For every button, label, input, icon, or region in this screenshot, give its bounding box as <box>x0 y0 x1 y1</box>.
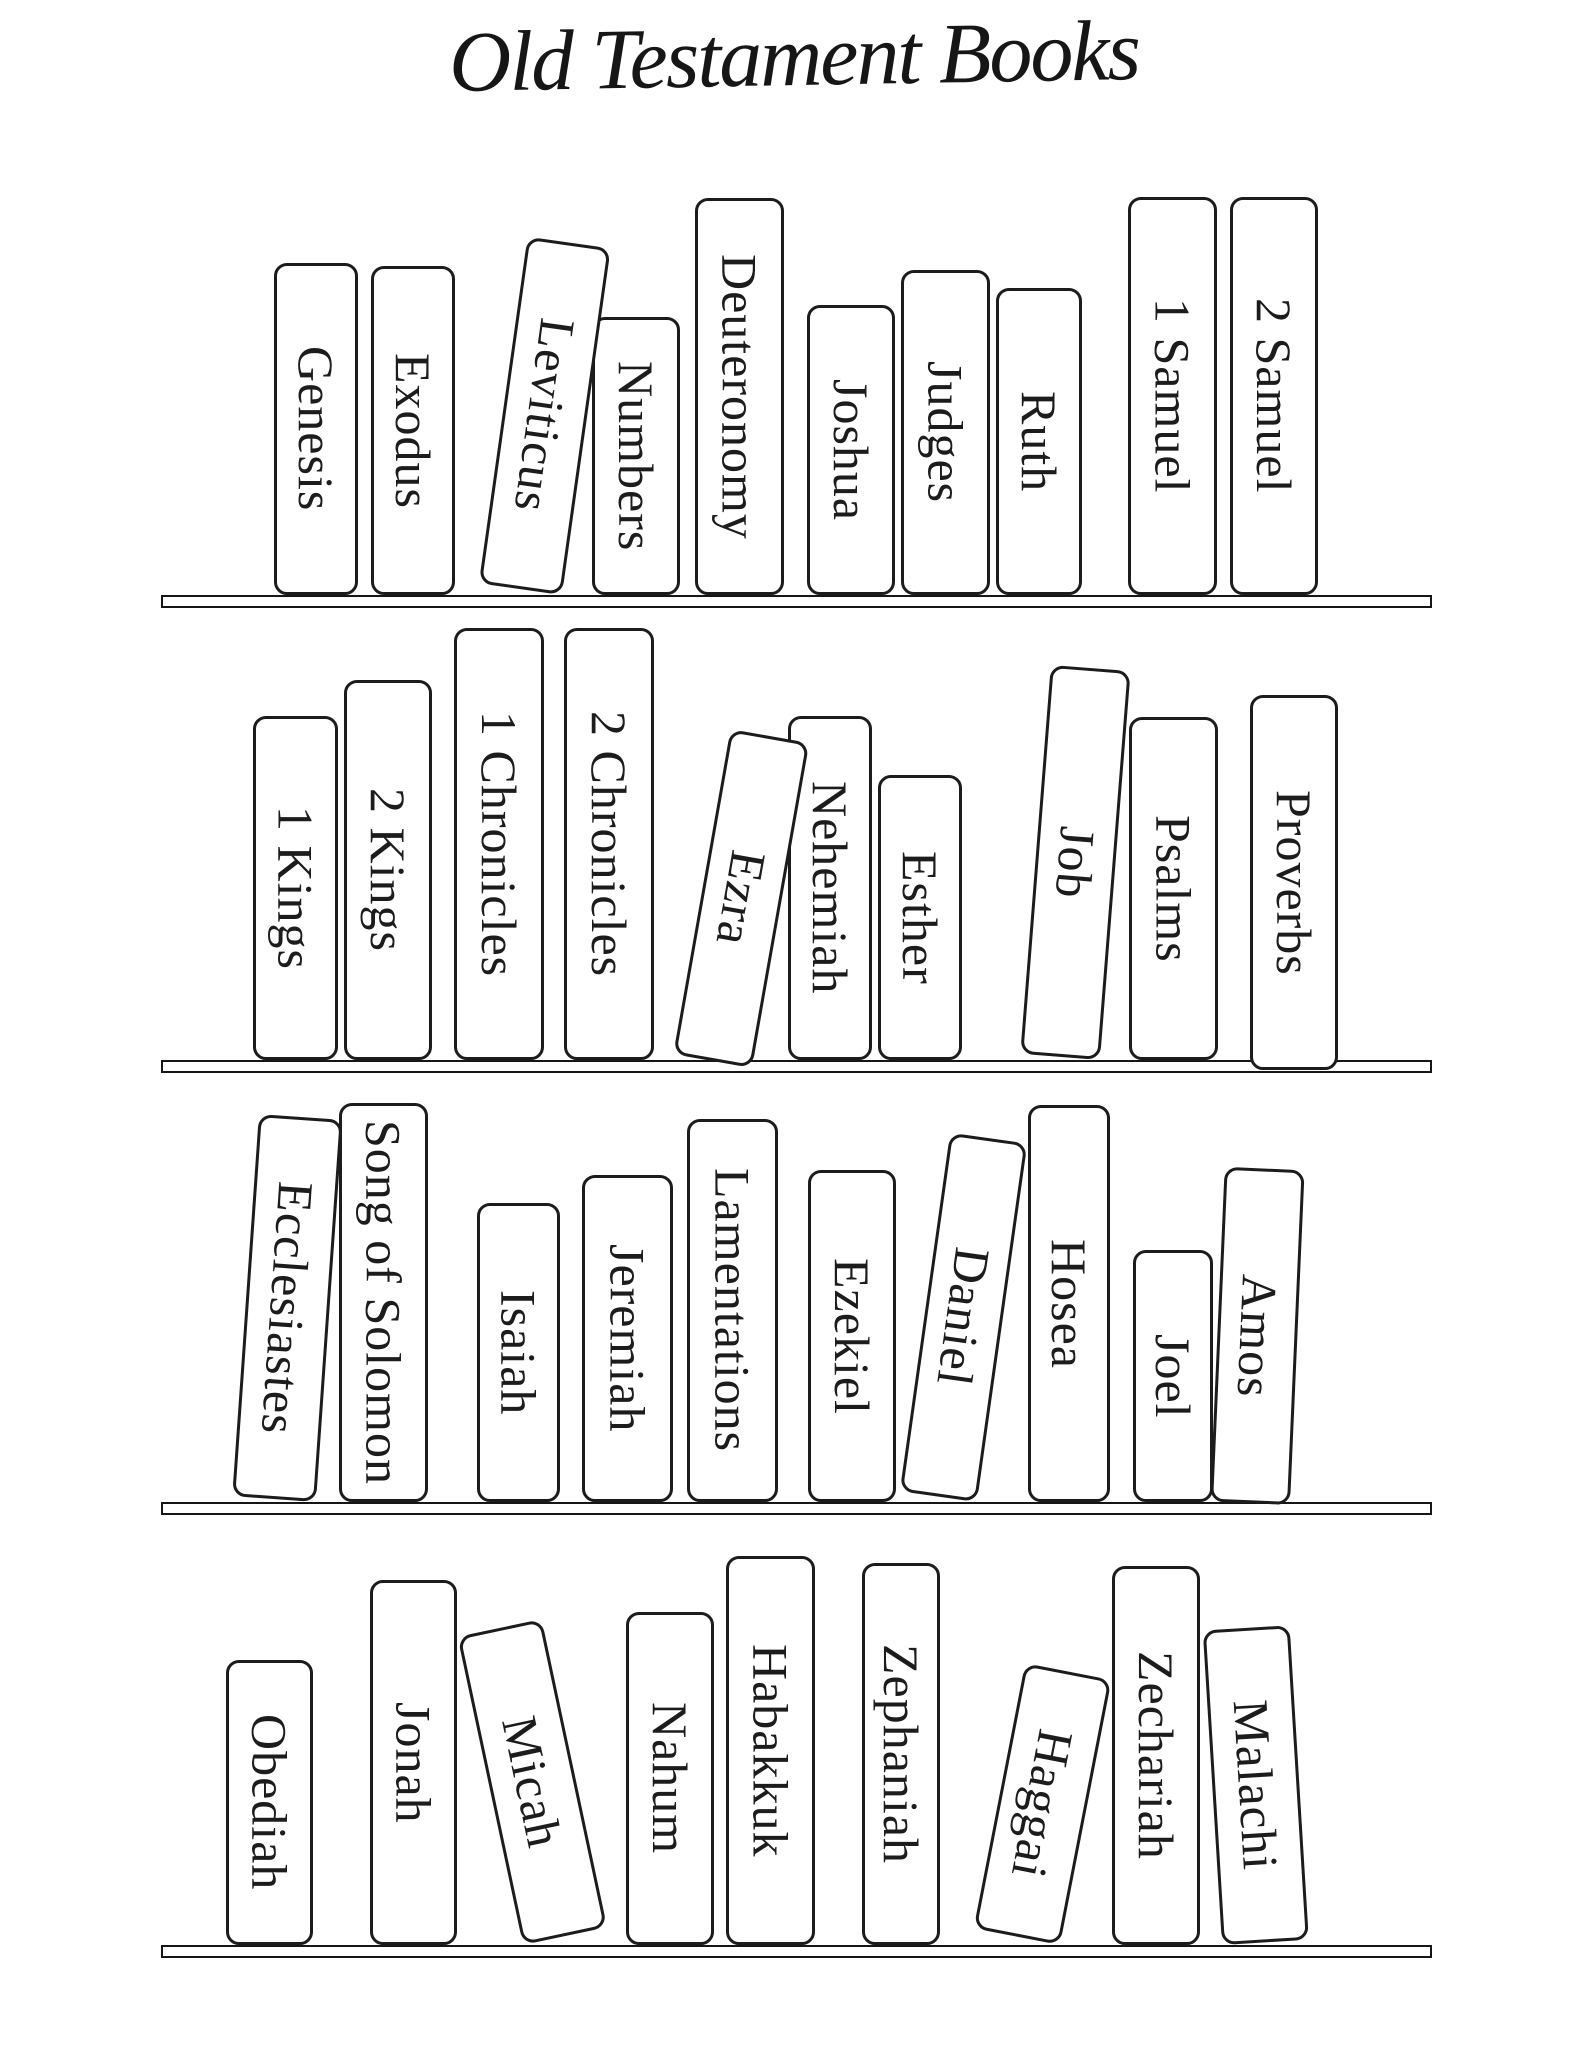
book-title-label: 2 Kings <box>360 788 416 952</box>
book-spine-judges: Judges <box>901 270 990 595</box>
book-title-label: Joel <box>1145 1333 1201 1419</box>
book-spine-malachi: Malachi <box>1202 1625 1309 1945</box>
book-spine-song-of-solomon: Song of Solomon <box>339 1103 428 1502</box>
book-title-label: Obediah <box>241 1714 298 1891</box>
book-title-label: Proverbs <box>1266 789 1322 976</box>
book-title-label: Judges <box>917 361 974 504</box>
book-spine-hosea: Hosea <box>1028 1105 1110 1502</box>
book-spine-daniel: Daniel <box>899 1132 1028 1502</box>
book-spine-habakkuk: Habakkuk <box>726 1556 815 1945</box>
book-spine-leviticus: Leviticus <box>478 236 611 595</box>
book-spine-2-kings: 2 Kings <box>344 680 432 1060</box>
book-spine-lamentations: Lamentations <box>687 1119 778 1502</box>
book-spine-numbers: Numbers <box>592 317 680 595</box>
book-spine-proverbs: Proverbs <box>1250 695 1338 1070</box>
book-spine-1-kings: 1 Kings <box>253 716 338 1060</box>
book-spine-isaiah: Isaiah <box>477 1203 560 1502</box>
book-spine-genesis: Genesis <box>274 263 358 595</box>
book-spine-nahum: Nahum <box>626 1612 714 1945</box>
book-spine-ruth: Ruth <box>996 288 1082 595</box>
book-title-label: Job <box>1044 824 1107 901</box>
book-spine-zephaniah: Zephaniah <box>862 1563 940 1945</box>
book-title-label: Song of Solomon <box>355 1119 412 1486</box>
book-title-label: Genesis <box>288 346 344 512</box>
book-title-label: 1 Samuel <box>1144 298 1201 494</box>
book-spine-zechariah: Zechariah <box>1112 1566 1200 1945</box>
book-spine-haggai: Haggai <box>973 1663 1112 1945</box>
book-title-label: Ruth <box>1011 390 1067 493</box>
book-title-label: Nahum <box>642 1702 698 1855</box>
book-spine-micah: Micah <box>457 1619 608 1945</box>
book-spine-2-samuel: 2 Samuel <box>1230 197 1318 595</box>
book-title-label: Hosea <box>1041 1238 1097 1369</box>
book-spine-1-chronicles: 1 Chronicles <box>454 628 544 1060</box>
book-title-label: Daniel <box>926 1244 1001 1391</box>
book-title-label: Ecclesiastes <box>250 1179 325 1437</box>
book-title-label: Exodus <box>385 352 441 509</box>
shelf-board-4 <box>161 1945 1432 1958</box>
book-spine-exodus: Exodus <box>371 266 455 595</box>
book-title-label: Jonah <box>385 1701 442 1824</box>
book-title-label: Zechariah <box>1128 1651 1184 1860</box>
book-title-label: Zephaniah <box>873 1643 929 1864</box>
book-spine-1-samuel: 1 Samuel <box>1128 197 1217 595</box>
book-title-label: 1 Chronicles <box>471 710 527 978</box>
book-spine-jeremiah: Jeremiah <box>582 1175 673 1502</box>
book-title-label: Lamentations <box>704 1168 761 1453</box>
book-title-label: Isaiah <box>490 1289 547 1416</box>
book-title-label: Joshua <box>823 378 879 522</box>
book-spine-ecclesiastes: Ecclesiastes <box>232 1114 343 1502</box>
shelf-board-1 <box>161 595 1432 608</box>
shelf-board-2 <box>161 1060 1432 1073</box>
book-title-label: Habakkuk <box>742 1643 799 1858</box>
book-spine-obediah: Obediah <box>226 1660 313 1945</box>
book-spine-joel: Joel <box>1133 1250 1213 1502</box>
book-spine-amos: Amos <box>1210 1166 1305 1505</box>
book-title-label: Amos <box>1226 1273 1289 1399</box>
book-spine-jonah: Jonah <box>370 1580 457 1945</box>
book-title-label: Nehemiah <box>802 781 858 995</box>
book-title-label: Deuteronomy <box>711 253 768 540</box>
book-title-label: Esther <box>892 850 948 985</box>
book-spine-ezekiel: Ezekiel <box>808 1170 896 1502</box>
book-title-label: Ezra <box>705 846 778 951</box>
book-spine-deuteronomy: Deuteronomy <box>695 198 784 595</box>
book-spine-2-chronicles: 2 Chronicles <box>564 628 654 1060</box>
book-spine-psalms: Psalms <box>1129 717 1218 1060</box>
book-title-label: Malachi <box>1222 1698 1289 1873</box>
book-title-label: 2 Samuel <box>1246 298 1302 494</box>
book-title-label: Leviticus <box>503 315 587 517</box>
book-title-label: 2 Chronicles <box>581 710 637 978</box>
book-spine-job: Job <box>1020 664 1131 1060</box>
page-title: Old Testament Books <box>448 1 1140 111</box>
shelf-board-3 <box>161 1502 1432 1515</box>
book-title-label: Ezekiel <box>824 1257 880 1415</box>
book-spine-joshua: Joshua <box>807 305 895 595</box>
book-title-label: 1 Kings <box>267 806 324 970</box>
book-spine-esther: Esther <box>878 775 962 1060</box>
book-title-label: Numbers <box>608 360 664 552</box>
book-title-label: Micah <box>491 1711 574 1853</box>
book-title-label: Jeremiah <box>599 1244 656 1433</box>
book-title-label: Psalms <box>1145 814 1202 963</box>
book-title-label: Haggai <box>1000 1724 1085 1884</box>
